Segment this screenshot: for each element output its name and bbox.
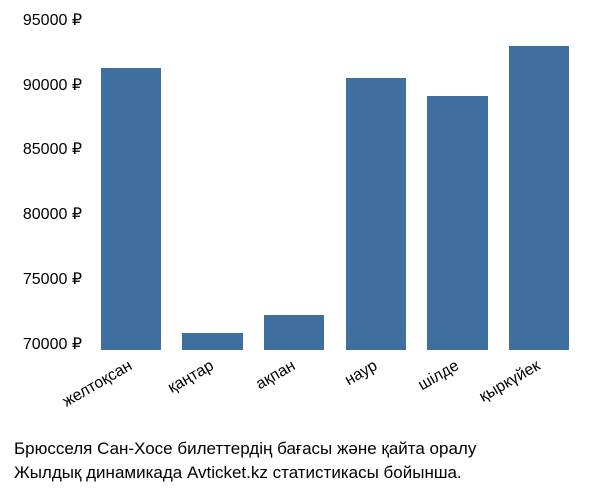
bar <box>346 78 406 350</box>
bar <box>427 96 487 350</box>
caption-line-1: Брюсселя Сан-Хосе билеттердің бағасы жән… <box>14 438 594 461</box>
x-tick-label: наур <box>342 357 381 390</box>
x-tick-label: желтоқсан <box>60 357 136 411</box>
caption-line-2: Жылдық динамикада Avticket.kz статистика… <box>14 462 594 485</box>
x-tick-label: қаңтар <box>165 357 217 397</box>
y-tick-label: 80000 ₽ <box>23 204 90 224</box>
bar <box>509 46 569 350</box>
plot-area: 70000 ₽75000 ₽80000 ₽85000 ₽90000 ₽95000… <box>90 20 580 350</box>
bar <box>182 333 242 350</box>
bar <box>101 68 161 350</box>
y-tick-label: 95000 ₽ <box>23 10 90 30</box>
x-tick-label: қыркүйек <box>477 357 544 406</box>
x-tick-label: шілде <box>415 357 462 395</box>
y-tick-label: 90000 ₽ <box>23 75 90 95</box>
x-tick-label: ақпан <box>253 357 299 394</box>
y-tick-label: 70000 ₽ <box>23 334 90 354</box>
y-tick-label: 85000 ₽ <box>23 139 90 159</box>
bar <box>264 315 324 350</box>
chart-container: 70000 ₽ 75000 ₽ 80000 ₽ 85000 ₽ 90000 ₽ 95000… <box>0 0 600 500</box>
y-tick-label: 75000 ₽ <box>23 269 90 289</box>
